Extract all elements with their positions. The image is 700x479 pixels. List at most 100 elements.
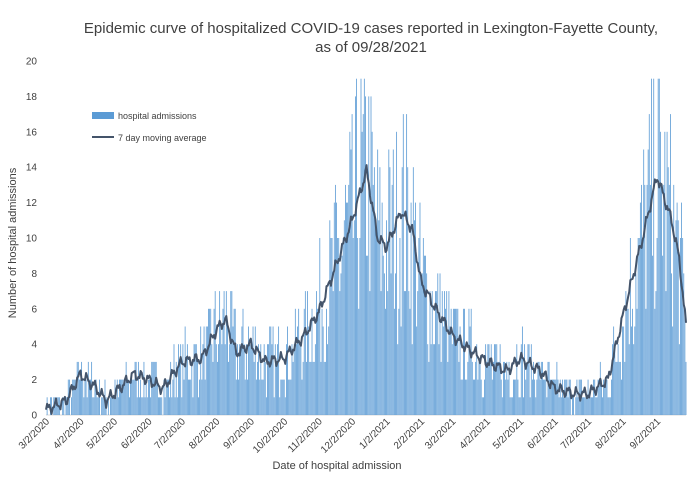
admission-bar bbox=[286, 344, 287, 415]
admission-bar bbox=[657, 78, 659, 415]
admission-bar bbox=[550, 379, 552, 415]
admission-bar bbox=[584, 397, 586, 415]
admission-bar bbox=[614, 344, 616, 415]
admission-bar bbox=[432, 344, 434, 415]
admission-bar bbox=[301, 379, 303, 415]
admission-bar bbox=[607, 397, 609, 415]
admission-bar bbox=[597, 379, 599, 415]
admission-bar bbox=[175, 361, 177, 415]
admission-bar bbox=[158, 397, 159, 415]
y-tick-label: 6 bbox=[31, 304, 37, 315]
admission-bar bbox=[324, 361, 326, 415]
admission-bar bbox=[111, 397, 113, 415]
admission-bar bbox=[250, 344, 252, 415]
admission-bar bbox=[462, 308, 464, 415]
admission-bar bbox=[636, 308, 638, 415]
moving-average-line bbox=[45, 164, 687, 415]
admission-bar bbox=[655, 291, 657, 415]
admission-bar bbox=[347, 202, 349, 415]
admission-bar bbox=[481, 397, 483, 415]
admission-bar bbox=[277, 344, 278, 415]
admission-bar bbox=[289, 379, 291, 415]
admission-bar bbox=[560, 397, 562, 415]
admission-bar bbox=[113, 397, 115, 415]
admission-bar bbox=[133, 379, 135, 415]
admission-bar bbox=[244, 379, 246, 415]
admission-bar bbox=[136, 397, 138, 415]
admission-bar bbox=[468, 308, 470, 415]
admission-bar bbox=[678, 344, 680, 415]
y-axis-ticks: 0 2 4 6 8 10 12 14 16 18 20 bbox=[26, 57, 38, 422]
admission-bar bbox=[379, 167, 381, 415]
admission-bar bbox=[450, 308, 452, 415]
admission-bar bbox=[156, 379, 158, 415]
admission-bar bbox=[568, 379, 570, 415]
admission-bar bbox=[238, 379, 239, 415]
admission-bar bbox=[405, 291, 406, 415]
admission-bar bbox=[538, 361, 540, 415]
admission-bar bbox=[454, 308, 455, 415]
admission-bar bbox=[529, 397, 531, 415]
admission-bar bbox=[257, 361, 258, 415]
admission-bar bbox=[125, 361, 127, 415]
admission-bar bbox=[76, 361, 78, 415]
legend-line-label: 7 day moving average bbox=[118, 133, 207, 143]
admission-bar bbox=[666, 131, 668, 416]
x-tick-label: 5/2/2020 bbox=[85, 416, 121, 452]
admission-bar bbox=[368, 96, 370, 416]
admission-bar bbox=[594, 379, 596, 415]
admission-bar bbox=[165, 379, 167, 415]
admission-bar bbox=[389, 167, 391, 415]
admission-bar bbox=[403, 291, 405, 415]
admission-bar bbox=[508, 361, 510, 415]
admission-bar bbox=[75, 379, 77, 415]
admission-bar bbox=[622, 326, 623, 415]
admission-bar bbox=[460, 379, 462, 415]
admission-bar bbox=[260, 344, 262, 415]
admission-bar bbox=[265, 397, 267, 415]
admission-bar bbox=[163, 379, 165, 415]
admission-bar bbox=[161, 397, 163, 415]
admission-bar bbox=[218, 344, 219, 415]
admission-bar bbox=[480, 379, 482, 415]
admission-bar bbox=[337, 238, 339, 415]
admission-bar bbox=[150, 397, 152, 415]
admission-bar bbox=[174, 397, 176, 415]
admission-bar bbox=[198, 397, 199, 415]
admission-bar bbox=[280, 379, 282, 415]
admission-bar bbox=[448, 291, 450, 415]
admission-bar bbox=[473, 379, 474, 415]
admission-bar bbox=[507, 379, 509, 415]
admission-bar bbox=[652, 255, 654, 415]
admission-bar bbox=[616, 361, 618, 415]
y-tick-label: 0 bbox=[31, 411, 37, 422]
admission-bar bbox=[356, 78, 357, 415]
admission-bar bbox=[141, 397, 143, 415]
admission-bar bbox=[351, 114, 353, 415]
admission-bar bbox=[424, 255, 425, 415]
admission-bar bbox=[495, 344, 497, 415]
legend-bar-label: hospital admissions bbox=[118, 111, 197, 121]
admission-bar bbox=[55, 397, 57, 415]
admission-bar bbox=[674, 238, 676, 415]
admission-bar bbox=[247, 379, 248, 415]
admission-bar bbox=[563, 397, 564, 415]
admission-bar bbox=[663, 184, 665, 415]
admission-bar bbox=[421, 273, 423, 415]
x-axis-label: Date of hospital admission bbox=[272, 460, 401, 472]
admission-bar bbox=[307, 291, 308, 415]
chart-title-line2: as of 09/28/2021 bbox=[315, 39, 427, 56]
admission-bar bbox=[205, 326, 207, 415]
admission-bar bbox=[284, 397, 286, 415]
admission-bar bbox=[339, 291, 341, 415]
admission-bar bbox=[667, 167, 669, 415]
admission-bar bbox=[377, 149, 379, 415]
admission-bar bbox=[479, 361, 481, 415]
admission-bar bbox=[353, 220, 355, 415]
admission-bar bbox=[214, 291, 216, 415]
admission-bar bbox=[373, 167, 375, 415]
admission-bar bbox=[146, 397, 148, 415]
admission-bar bbox=[542, 361, 543, 415]
y-tick-label: 18 bbox=[26, 92, 38, 103]
admission-bar bbox=[634, 326, 636, 415]
